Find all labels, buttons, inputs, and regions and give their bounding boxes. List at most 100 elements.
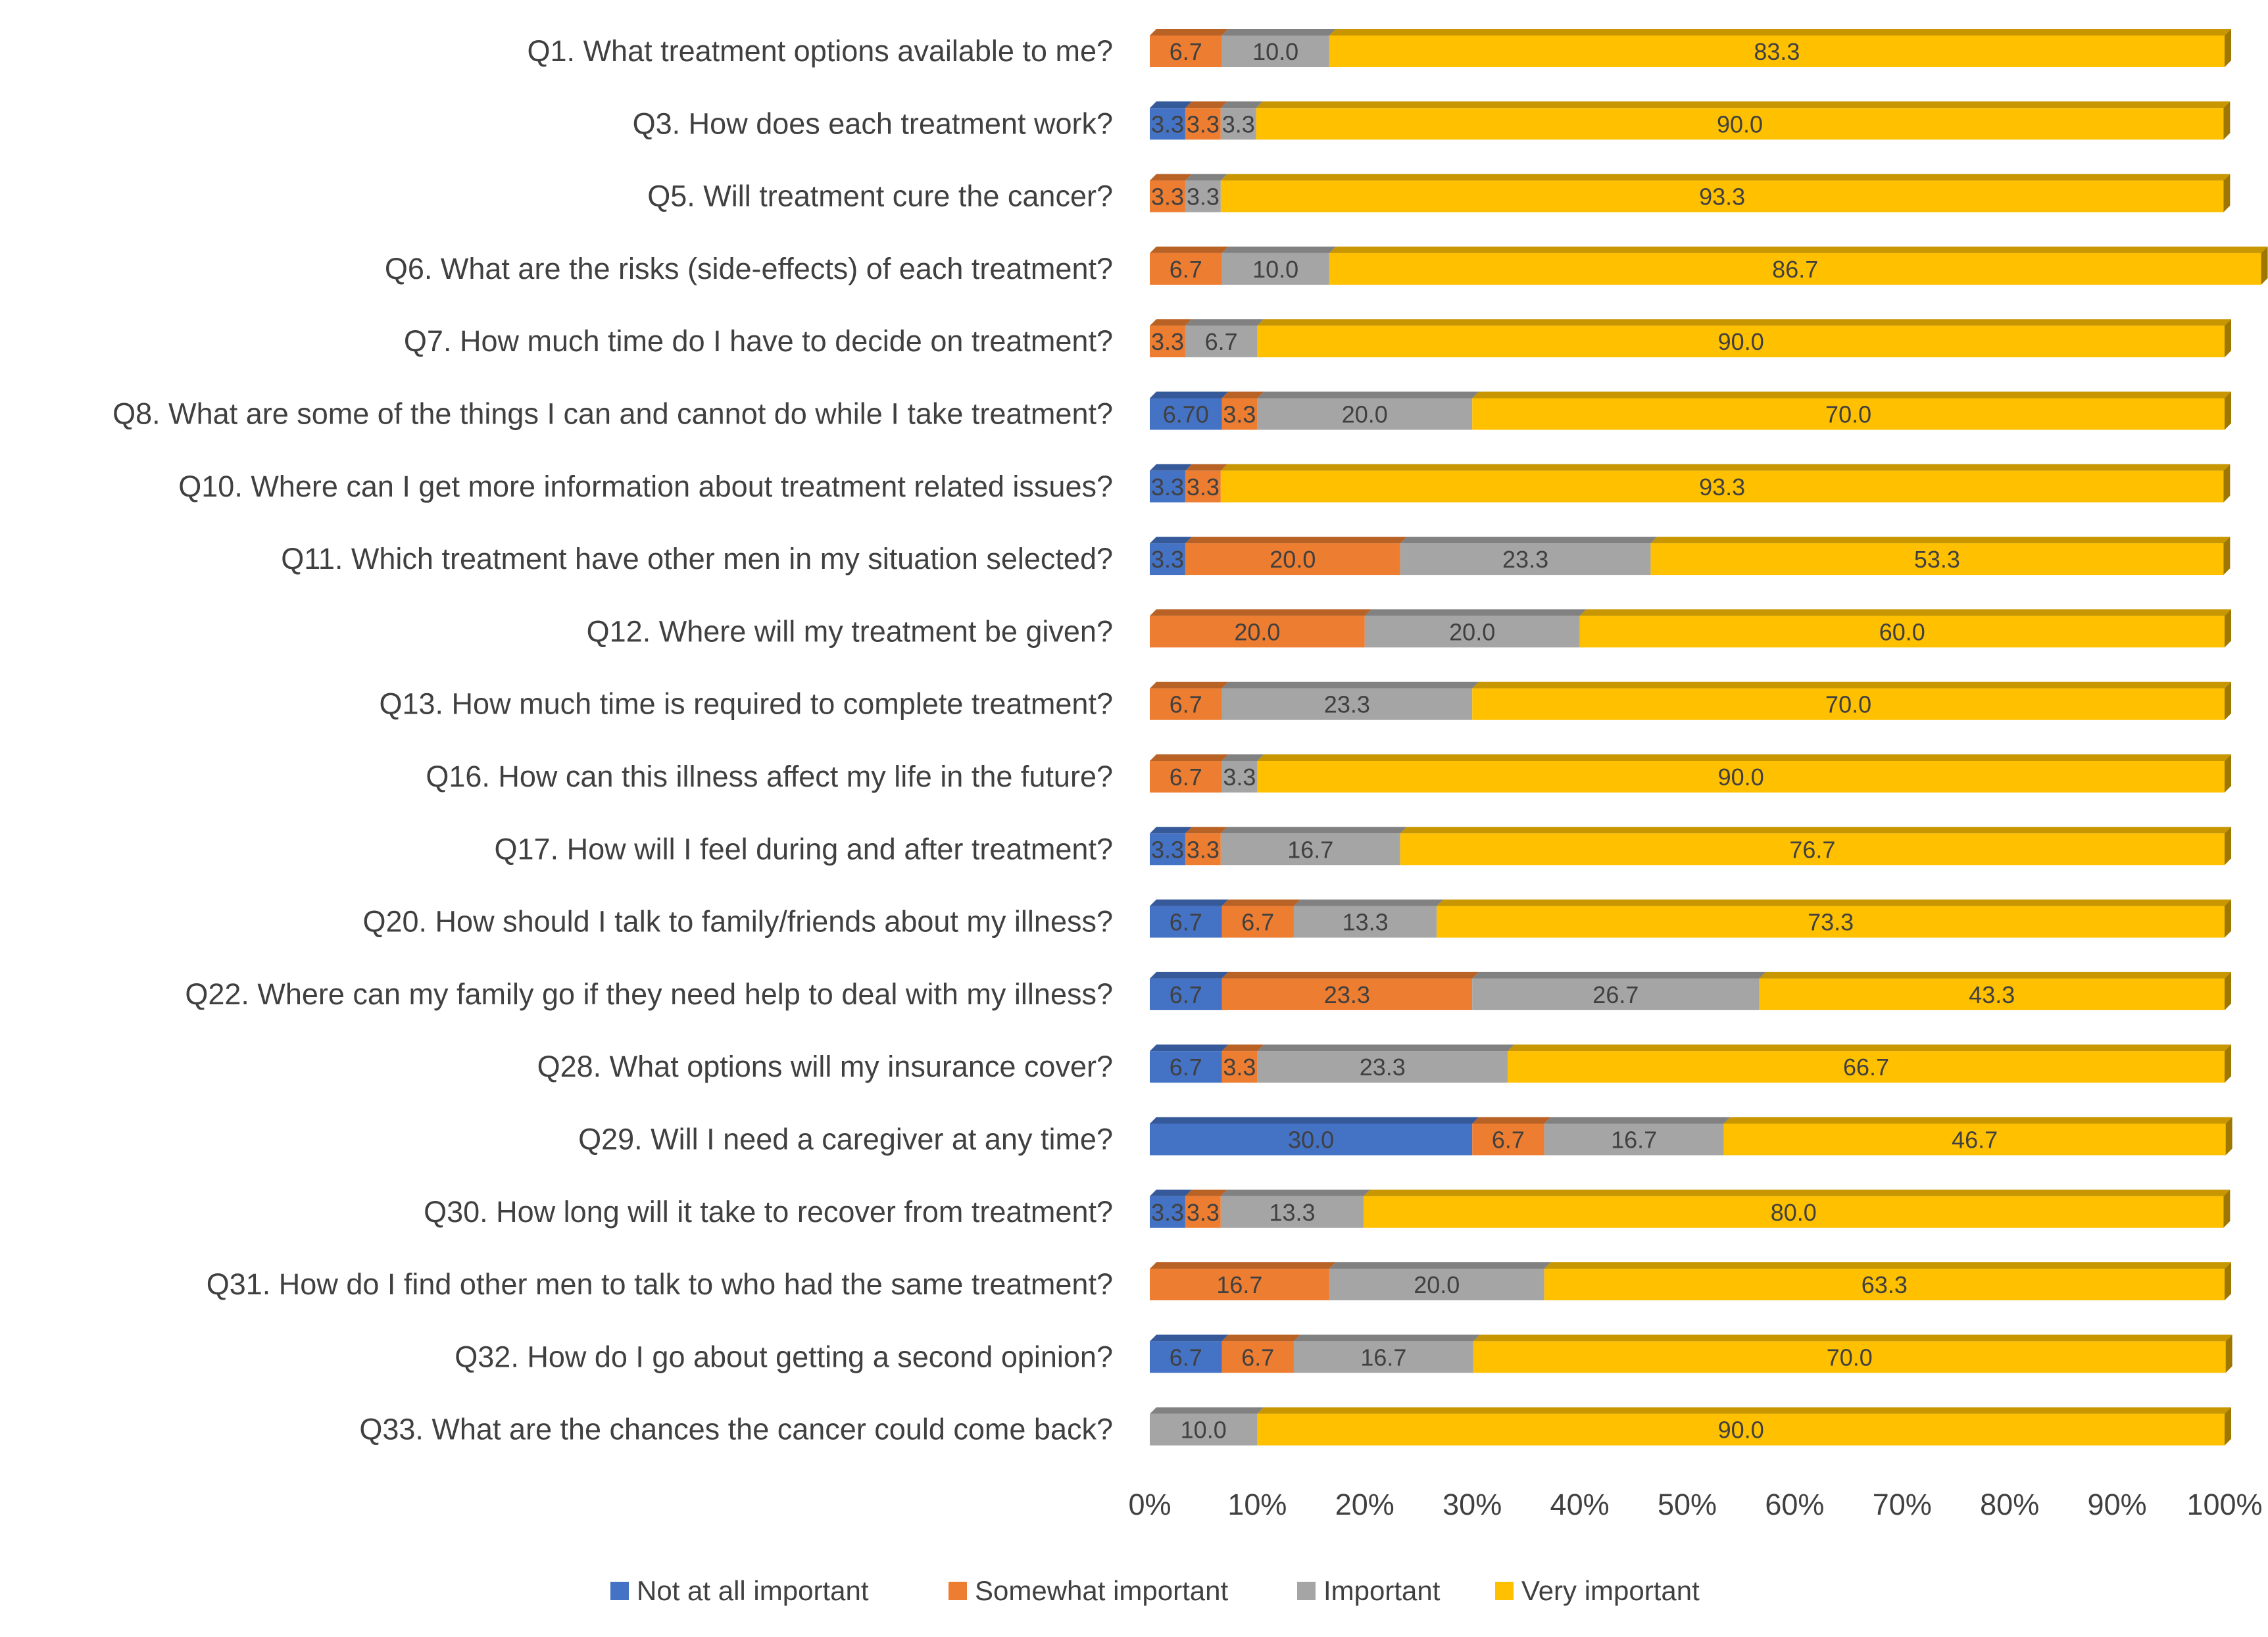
data-label: 10.0: [1252, 38, 1298, 65]
bar-segment: [1544, 1123, 1724, 1156]
category-label: Q5. Will treatment cure the cancer?: [647, 180, 1113, 213]
data-label: 90.0: [1718, 1417, 1764, 1444]
data-label: 26.7: [1592, 981, 1639, 1008]
data-label: 86.7: [1772, 256, 1818, 283]
bar-segment-top: [1150, 899, 1229, 906]
bar-segment-top: [1221, 681, 1479, 689]
x-axis-ticks: 0% 10% 20% 30% 40% 50% 60% 70% 80% 90% 100%: [1128, 1488, 2262, 1521]
bar-segment-top: [1150, 1189, 1192, 1196]
bar-segment: [1256, 108, 2224, 140]
category-label: Q10. Where can I get more information ab…: [178, 470, 1113, 503]
bar-segment-top: [1544, 1117, 1731, 1124]
bar-segment-top: [1150, 1117, 1479, 1124]
legend-label: Very important: [1521, 1575, 1700, 1606]
bar-segment-top: [1185, 174, 1227, 181]
bar-side: [2223, 174, 2231, 212]
bar-segment-top: [1723, 1117, 2232, 1124]
bar-segment: [1150, 1341, 1222, 1373]
bar-segment-top: [1364, 609, 1587, 616]
bar-segment-top: [1257, 1044, 1515, 1052]
data-label: 6.7: [1241, 909, 1274, 936]
bar-segment-top: [1221, 29, 1336, 36]
bar-segment-top: [1150, 1262, 1336, 1269]
bar-side: [2225, 827, 2231, 866]
data-label: 6.7: [1205, 328, 1238, 355]
bar-segment-top: [1185, 1189, 1227, 1196]
bar-segment: [1544, 1269, 2225, 1301]
data-label: 6.7: [1170, 981, 1202, 1008]
bar-segment: [1150, 978, 1222, 1010]
bar-segment: [1221, 253, 1329, 285]
legend-label: Not at all important: [637, 1575, 869, 1606]
bar-segment: [1759, 978, 2225, 1010]
data-label: 20.0: [1342, 401, 1388, 428]
bar-segment: [1150, 906, 1222, 938]
bar-segment-top: [1220, 174, 2231, 181]
bar-segment-top: [1150, 464, 1192, 471]
bar-side: [2223, 1189, 2231, 1228]
bar-segment-top: [1437, 899, 2231, 906]
bar-segment: [1293, 906, 1437, 938]
bar-segment-top: [1579, 609, 2231, 616]
legend-label: Important: [1323, 1575, 1441, 1606]
x-tick-label: 40%: [1550, 1488, 1610, 1521]
data-label: 3.3: [1222, 110, 1255, 137]
bar-segment: [1220, 180, 2224, 212]
bar-segment: [1185, 326, 1258, 358]
bar-segment: [1257, 1413, 2225, 1446]
x-tick-label: 70%: [1873, 1488, 1932, 1521]
bar-segment-top: [1150, 754, 1229, 761]
data-label: 6.7: [1170, 256, 1202, 283]
data-label: 3.3: [1223, 1054, 1256, 1081]
data-label: 90.0: [1718, 328, 1764, 355]
bar-segment-top: [1364, 1189, 2231, 1196]
bar-side: [2223, 101, 2231, 140]
bar-side: [2225, 1044, 2231, 1083]
x-tick-label: 30%: [1442, 1488, 1502, 1521]
bar-segment-top: [1293, 899, 1444, 906]
bars: [1150, 29, 2268, 1446]
bar-side: [2225, 1262, 2231, 1301]
bar-segment-top: [1220, 1189, 1371, 1196]
data-label: 6.7: [1170, 691, 1202, 718]
bar-segment: [1221, 688, 1473, 720]
data-label: 23.3: [1324, 981, 1370, 1008]
data-label: 3.3: [1151, 183, 1184, 210]
category-label: Q11. Which treatment have other men in m…: [281, 542, 1113, 575]
bar-segment-top: [1150, 101, 1192, 109]
bar-segment-top: [1221, 1334, 1300, 1342]
bar-segment-top: [1329, 1262, 1551, 1269]
bar-segment-top: [1472, 1117, 1551, 1124]
legend-swatch: [949, 1582, 967, 1600]
category-label: Q6. What are the risks (side-effects) of…: [385, 252, 1113, 285]
bar-segment-top: [1256, 101, 2231, 109]
bar-segment: [1150, 1123, 1473, 1156]
data-label: 3.3: [1151, 474, 1184, 501]
bar-segment-top: [1472, 971, 1766, 979]
bar-segment: [1221, 978, 1473, 1010]
bar-segment-top: [1473, 1334, 2232, 1342]
bar-segment: [1472, 688, 2225, 720]
data-label: 6.7: [1170, 909, 1202, 936]
category-label: Q17. How will I feel during and after tr…: [495, 832, 1113, 866]
data-label: 3.3: [1187, 110, 1220, 137]
category-label: Q22. Where can my family go if they need…: [185, 977, 1113, 1011]
bar-side: [2223, 537, 2231, 575]
bar-segment: [1150, 326, 1185, 358]
data-label: 70.0: [1825, 691, 1871, 718]
bar-segment-top: [1150, 681, 1229, 689]
legend-label: Somewhat important: [975, 1575, 1229, 1606]
data-label: 3.3: [1187, 474, 1220, 501]
bar-segment: [1150, 398, 1222, 430]
legend-swatch: [1297, 1582, 1316, 1600]
data-label: 16.7: [1287, 836, 1333, 863]
data-label: 30.0: [1288, 1127, 1334, 1154]
bar-side: [2223, 464, 2231, 502]
bar-segment-top: [1220, 827, 1407, 834]
bar-segment: [1329, 1269, 1544, 1301]
data-labels: 6.7 10.0 83.33.3 3.3 3.3 90.03.3 3.3 93.36.7 10.…: [1151, 38, 2015, 1444]
category-label: Q12. Where will my treatment be given?: [587, 614, 1113, 648]
bar-segment: [1257, 398, 1473, 430]
bar-segment-top: [1185, 319, 1264, 326]
